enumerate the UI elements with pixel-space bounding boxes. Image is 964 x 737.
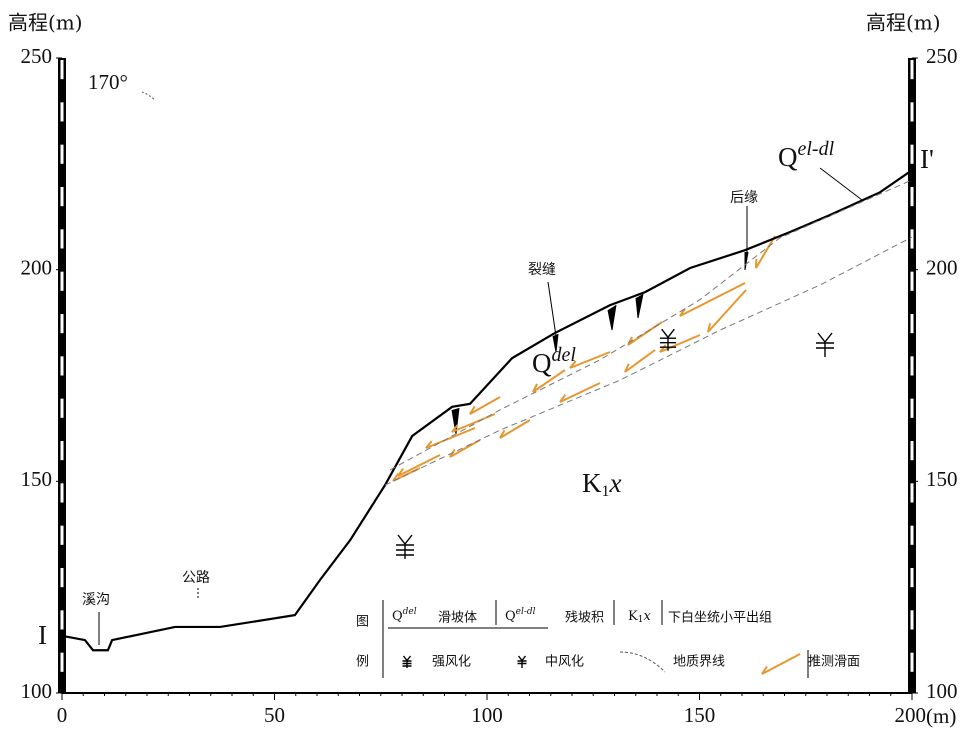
crack [636, 294, 643, 318]
angle: 170° [88, 70, 128, 94]
unit-qdel: Qdel [532, 344, 576, 379]
y-tick-label: 150 [21, 467, 53, 491]
scale-bar-gap [61, 229, 64, 248]
scale-bar-gap [911, 483, 914, 502]
scale-bar-gap [61, 653, 64, 672]
scale-bar-gap [61, 272, 64, 291]
legend-label: 强风化 [432, 655, 471, 670]
weathering-symbol [403, 656, 412, 668]
slide-arrow [708, 290, 746, 332]
unit-qeldl: Qel-dl [778, 138, 835, 173]
legend-label: 滑坡体 [438, 611, 477, 626]
legend-label: 地质界线 [673, 655, 725, 670]
scale-bar-gap [911, 272, 914, 291]
slide-arrow [762, 654, 800, 674]
slide-arrow [625, 350, 655, 372]
weathering-symbol [518, 656, 527, 668]
chart: 高程(m) 高程(m) (m) 170° I I' 溪沟 公路 裂缝 后缘 Qd… [0, 0, 964, 737]
y-tick-label: 250 [21, 44, 53, 68]
angle-mark [142, 92, 155, 100]
scale-bar-gap [911, 314, 914, 333]
slide-arrow [680, 283, 745, 316]
crack [608, 305, 616, 330]
legend-label: 残坡积 [565, 611, 604, 626]
scale-bar-gap [61, 399, 64, 418]
leader [820, 168, 862, 200]
legend-label: 推测滑面 [808, 655, 860, 670]
y2-tick-label: 150 [926, 467, 958, 491]
scale-bar-gap [61, 102, 64, 121]
y-axis-label: 高程(m) [8, 11, 83, 35]
weathering-symbol [816, 333, 834, 357]
scale-bar-gap [911, 610, 914, 629]
scale-bar-gap [61, 441, 64, 460]
scale-bar-gap [61, 314, 64, 333]
scale-bar-gap [911, 102, 914, 121]
x-tick-label: 100 [471, 703, 503, 727]
x-tick-label: 0 [57, 703, 68, 727]
scale-bar-gap [911, 145, 914, 164]
stream: 溪沟 [82, 592, 110, 608]
y2-tick-label: 100 [926, 679, 958, 703]
scale-bar-gap [61, 60, 64, 79]
legend-label: 下白坐统小平出组 [668, 610, 772, 626]
y2-tick-label: 200 [926, 255, 958, 279]
slide-arrow [500, 420, 530, 438]
slide-arrow [560, 383, 600, 402]
scale-bar-gap [911, 568, 914, 587]
scale-bar-gap [61, 568, 64, 587]
weathering-symbol [660, 329, 676, 351]
road: 公路 [182, 570, 210, 586]
legend-symbol: Qdel [392, 607, 417, 624]
scale-bar-gap [911, 356, 914, 375]
scale-bar-gap [911, 526, 914, 545]
x-tick-label: 200 [895, 703, 927, 727]
y-tick-label: 100 [21, 679, 53, 703]
scale-bar-gap [911, 441, 914, 460]
x-tick-label: 150 [684, 703, 716, 727]
legend-symbol: K1x [628, 609, 651, 625]
slide-arrow [570, 352, 610, 368]
x-axis-label: (m) [926, 704, 956, 728]
scale-bar-gap [61, 526, 64, 545]
weathering-symbol [396, 535, 414, 559]
scale-bar-gap [61, 483, 64, 502]
y-tick-label: 200 [21, 255, 53, 279]
x-tick-label: 50 [264, 703, 285, 727]
legend-label: 中风化 [545, 655, 584, 670]
rear-edge: 后缘 [730, 190, 758, 206]
scale-bar-gap [911, 229, 914, 248]
scale-bar-gap [911, 187, 914, 206]
unit-k1x: K1x [582, 468, 622, 499]
legend: 图 例 Qdel 滑坡体 Qel-dl 残坡积 K1x 下白坐统小平出组 强风化… [356, 607, 860, 670]
scale-bar-gap [61, 187, 64, 206]
legend-title: 例 [356, 655, 369, 670]
legend-boundary [620, 652, 665, 672]
slide-arrow [426, 428, 475, 448]
crack [745, 252, 748, 270]
y2-tick-label: 250 [926, 44, 958, 68]
scale-bar-gap [911, 399, 914, 418]
slide-arrow [398, 455, 440, 476]
section-start: I [38, 620, 47, 650]
slide-arrow [450, 440, 480, 457]
scale-bar-gap [911, 653, 914, 672]
leader [548, 282, 556, 336]
scale-bar-gap [911, 60, 914, 79]
scale-bar-gap [61, 356, 64, 375]
legend-symbol: Qel-dl [505, 607, 536, 624]
legend-title: 图 [356, 615, 369, 630]
geologic-boundary [390, 180, 912, 470]
y2-axis-label: 高程(m) [866, 11, 941, 35]
scale-bar-gap [61, 610, 64, 629]
section-end: I' [920, 144, 934, 174]
crack: 裂缝 [528, 262, 556, 278]
scale-bar-gap [61, 145, 64, 164]
